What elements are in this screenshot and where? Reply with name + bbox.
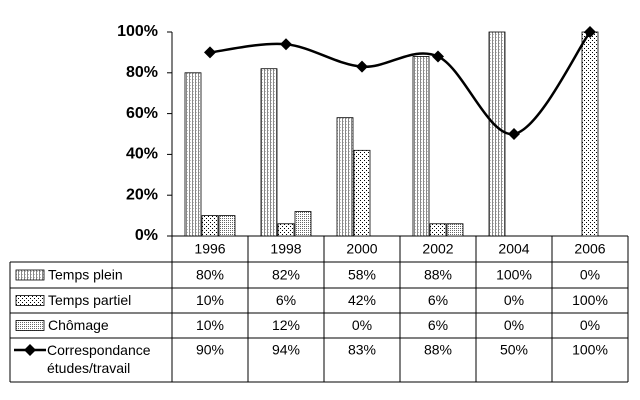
- table-value: 82%: [272, 267, 300, 283]
- marker: [280, 38, 292, 51]
- bar: [336, 117, 354, 237]
- bar: [260, 68, 278, 237]
- table-value: 42%: [348, 292, 376, 308]
- y-tick-label: 60%: [126, 105, 158, 122]
- table-value: 100%: [496, 267, 532, 283]
- table-value: 83%: [348, 342, 376, 358]
- table-value: 0%: [580, 267, 600, 283]
- table-value: 0%: [504, 317, 524, 333]
- legend-label: Correspondance études/travail: [47, 342, 151, 376]
- bar: [277, 223, 295, 237]
- x-tick-label: 1998: [270, 241, 301, 257]
- x-tick-label: 2002: [422, 241, 453, 257]
- bar: [446, 223, 464, 237]
- y-tick-label: 80%: [126, 64, 158, 81]
- table-value: 100%: [572, 342, 608, 358]
- table-value: 6%: [276, 292, 296, 308]
- x-tick-label: 1996: [194, 241, 225, 257]
- table-value: 90%: [196, 342, 224, 358]
- table-value: 10%: [196, 292, 224, 308]
- y-tick-label: 20%: [126, 186, 158, 203]
- table-value: 80%: [196, 267, 224, 283]
- bar: [201, 215, 219, 237]
- marker: [584, 26, 596, 38]
- table-value: 0%: [580, 317, 600, 333]
- table-value: 58%: [348, 267, 376, 283]
- marker: [508, 128, 520, 140]
- bar: [581, 31, 599, 237]
- table-value: 0%: [504, 292, 524, 308]
- marker: [356, 60, 368, 73]
- bar: [412, 56, 430, 237]
- bar: [294, 211, 312, 237]
- table-value: 88%: [424, 267, 452, 283]
- table-value: 88%: [424, 342, 452, 358]
- table-value: 0%: [352, 317, 372, 333]
- legend-label: Chômage: [48, 317, 109, 333]
- table-value: 6%: [428, 317, 448, 333]
- bar: [488, 31, 506, 237]
- bar: [184, 72, 202, 237]
- y-tick-label: 100%: [117, 23, 158, 40]
- marker: [432, 50, 444, 63]
- bar: [218, 215, 236, 237]
- marker: [204, 46, 216, 59]
- legend-key: [15, 295, 45, 306]
- table-value: 12%: [272, 317, 300, 333]
- legend-key: [15, 320, 45, 331]
- legend-label-box: Correspondance études/travail: [47, 342, 151, 376]
- table-value: 94%: [272, 342, 300, 358]
- x-tick-label: 2000: [346, 241, 377, 257]
- table-value: 10%: [196, 317, 224, 333]
- table-value: 50%: [500, 342, 528, 358]
- y-tick-label: 0%: [135, 227, 158, 244]
- legend-key: [24, 344, 36, 356]
- legend-label: Temps plein: [48, 267, 123, 283]
- legend-label: Temps partiel: [48, 292, 131, 308]
- table-value: 6%: [428, 292, 448, 308]
- bar: [353, 149, 371, 237]
- table-value: 100%: [572, 292, 608, 308]
- x-tick-label: 2004: [498, 241, 529, 257]
- bar: [429, 223, 447, 237]
- legend-key: [15, 269, 45, 281]
- y-tick-label: 40%: [126, 146, 158, 163]
- x-tick-label: 2006: [574, 241, 605, 257]
